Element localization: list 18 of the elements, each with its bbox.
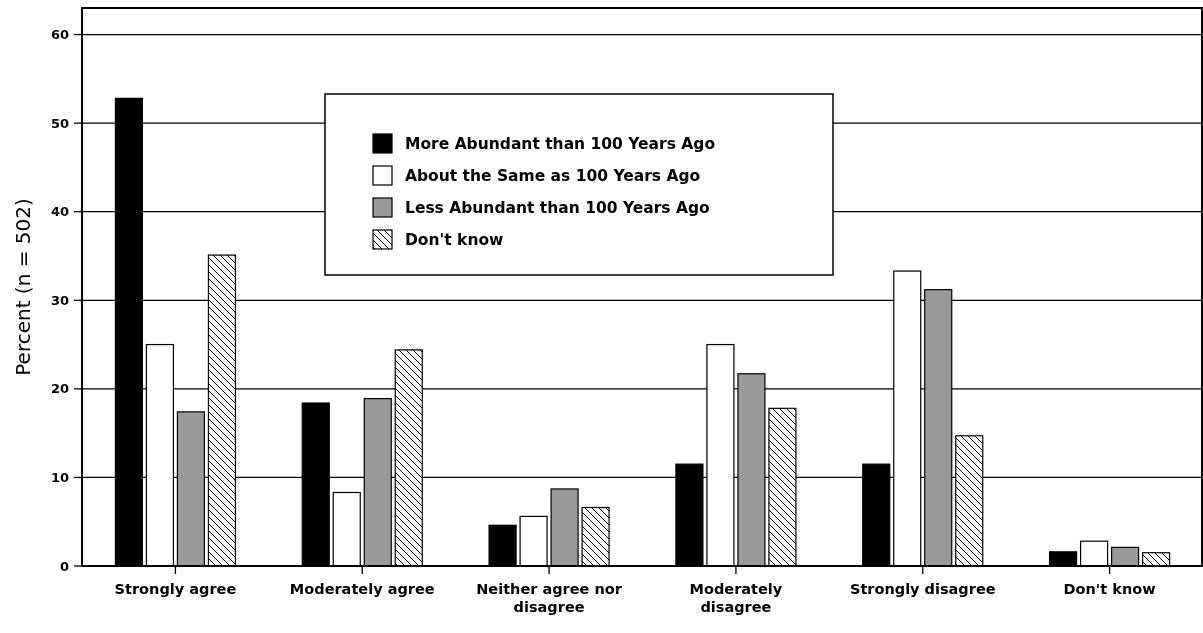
y-tick-label: 0 [59, 558, 69, 574]
y-tick-label: 30 [50, 292, 69, 308]
legend-label: About the Same as 100 Years Ago [405, 167, 701, 186]
x-tick-label: Neither agree nor disagree [476, 581, 623, 615]
x-tick-label: Moderately agree [289, 581, 435, 597]
y-axis-title: Percent (n = 502) [11, 198, 35, 376]
y-tick-label: 50 [50, 115, 69, 131]
legend-label: Don't know [405, 231, 504, 250]
x-tick-label: Moderately disagree [689, 581, 783, 615]
y-tick-label: 60 [50, 27, 69, 43]
legend-label: More Abundant than 100 Years Ago [405, 135, 716, 154]
x-tick-label: Strongly agree [114, 581, 237, 597]
y-tick-label: 40 [50, 204, 69, 220]
x-tick-label: Strongly disagree [849, 581, 996, 597]
x-tick-label: Don't know [1063, 581, 1156, 597]
legend-label: Less Abundant than 100 Years Ago [405, 199, 710, 218]
y-tick-label: 10 [50, 469, 69, 485]
y-tick-label: 20 [50, 381, 69, 397]
